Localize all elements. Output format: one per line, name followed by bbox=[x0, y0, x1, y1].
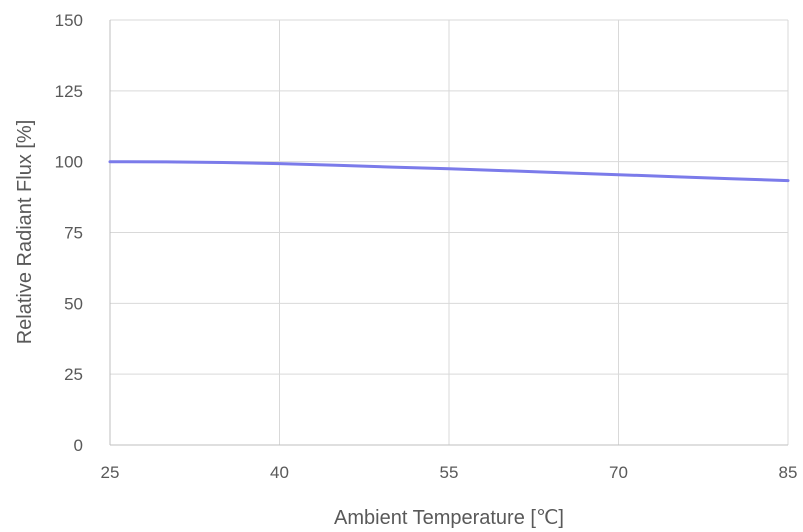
y-tick-label: 100 bbox=[55, 153, 83, 172]
y-tick-label: 75 bbox=[64, 224, 83, 243]
series-layer bbox=[108, 160, 790, 183]
x-tick-label: 40 bbox=[270, 463, 289, 482]
y-tick-label: 0 bbox=[74, 436, 83, 455]
series-line bbox=[108, 160, 790, 183]
gridlines bbox=[110, 19, 789, 445]
x-tick-label: 85 bbox=[779, 463, 798, 482]
y-tick-label: 25 bbox=[64, 365, 83, 384]
axes bbox=[109, 20, 788, 446]
y-tick-label: 125 bbox=[55, 82, 83, 101]
x-tick-label: 55 bbox=[440, 463, 459, 482]
y-tick-label: 150 bbox=[55, 11, 83, 30]
tick-labels: 0 25 50 75 100 125 150 25 40 55 70 85 bbox=[55, 11, 798, 482]
y-axis-title: Relative Radiant Flux [%] bbox=[14, 120, 36, 345]
y-tick-label: 50 bbox=[64, 294, 83, 313]
x-axis-title: Ambient Temperature [℃] bbox=[334, 507, 564, 529]
x-tick-label: 25 bbox=[101, 463, 120, 482]
x-tick-label: 70 bbox=[609, 463, 628, 482]
